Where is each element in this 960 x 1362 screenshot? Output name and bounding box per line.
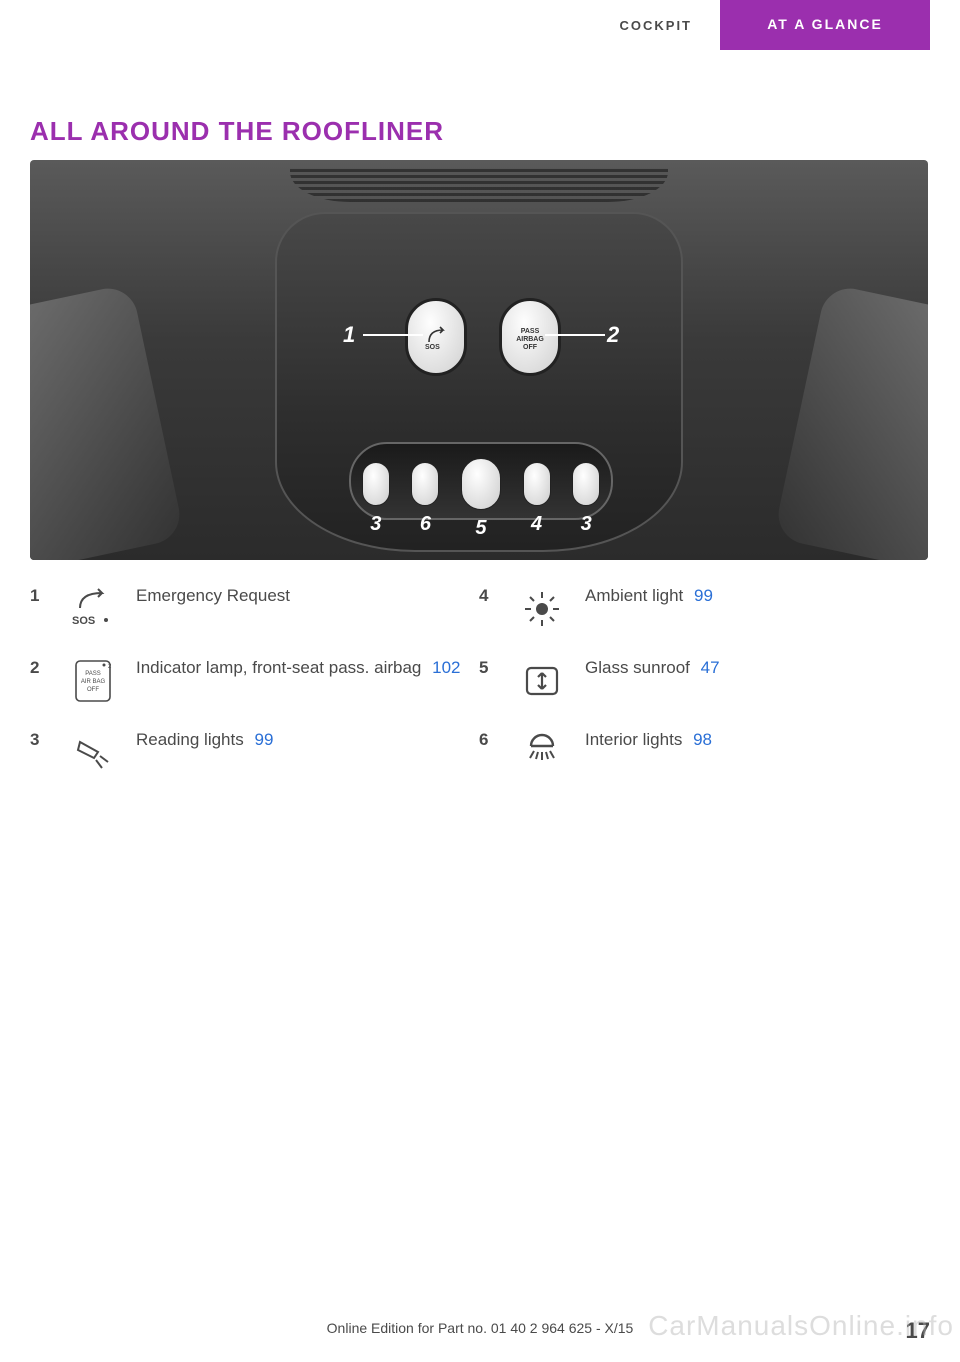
legend-number: 1 (30, 582, 62, 606)
legend-left-column: 1 SOS Emergency Request 2 (30, 574, 479, 790)
legend-number: 4 (479, 582, 511, 606)
ambient-light-icon (511, 582, 573, 636)
sos-button-icon: SOS (405, 298, 467, 376)
toggle-switch-row: 3 6 5 4 3 (349, 442, 613, 520)
legend-item-4: 4 (479, 574, 928, 646)
svg-text:SOS: SOS (72, 615, 95, 627)
breadcrumb-cockpit: COCKPIT (620, 0, 721, 50)
sun-visor-left (30, 283, 185, 560)
legend-label: Ambient light 99 (585, 582, 713, 608)
legend-text-span: Reading lights (136, 730, 244, 749)
page-reference-link[interactable]: 47 (701, 658, 720, 677)
interior-light-icon (511, 726, 573, 780)
legend-label: Reading lights 99 (136, 726, 273, 752)
page-reference-link[interactable]: 99 (254, 730, 273, 749)
svg-text:2: 2 (108, 664, 112, 670)
reading-light-icon (62, 726, 124, 780)
section-tab-at-a-glance: AT A GLANCE (720, 0, 930, 50)
watermark-text: CarManualsOnline.info (648, 1310, 954, 1342)
sos-icon: SOS (62, 582, 124, 636)
callout-number-3a: 3 (370, 513, 381, 536)
airbag-off-icon: PASS AIR BAG OFF 2 (62, 654, 124, 708)
svg-text:OFF: OFF (87, 687, 99, 693)
svg-text:PASS: PASS (85, 671, 101, 677)
toggle-switch (572, 462, 600, 506)
legend-label: Interior lights 98 (585, 726, 712, 752)
callout-number-6: 6 (420, 513, 431, 536)
callout-number-1: 1 (343, 322, 355, 348)
legend-label: Glass sunroof 47 (585, 654, 720, 680)
page-title: ALL AROUND THE ROOFLINER (30, 116, 444, 147)
roofliner-figure: SOS PASS AIRBAG OFF 1 2 3 6 5 4 3 (30, 160, 928, 560)
legend-grid: 1 SOS Emergency Request 2 (30, 574, 928, 790)
legend-text-span: Interior lights (585, 730, 682, 749)
pass-airbag-off-icon: PASS AIRBAG OFF (499, 298, 561, 376)
legend-text-span: Ambient light (585, 586, 683, 605)
page-header: COCKPIT AT A GLANCE (620, 0, 931, 50)
toggle-switch (523, 462, 551, 506)
legend-item-2: 2 PASS AIR BAG OFF 2 Indicator lamp, fro… (30, 646, 479, 718)
legend-number: 6 (479, 726, 511, 750)
legend-item-3: 3 Reading lights 99 (30, 718, 479, 790)
page-reference-link[interactable]: 102 (432, 658, 460, 677)
page-reference-link[interactable]: 99 (694, 586, 713, 605)
toggle-switch (411, 462, 439, 506)
sun-visor-right (773, 283, 928, 560)
legend-item-1: 1 SOS Emergency Request (30, 574, 479, 646)
legend-item-5: 5 Glass sunroof 47 (479, 646, 928, 718)
page-reference-link[interactable]: 98 (693, 730, 712, 749)
toggle-switch (362, 462, 390, 506)
legend-number: 2 (30, 654, 62, 678)
callout-line-1 (363, 334, 423, 336)
svg-text:AIR BAG: AIR BAG (81, 679, 106, 685)
legend-text-span: Glass sunroof (585, 658, 690, 677)
legend-label: Emergency Request (136, 582, 290, 608)
callout-number-5: 5 (475, 517, 486, 540)
legend-number: 3 (30, 726, 62, 750)
legend-number: 5 (479, 654, 511, 678)
callout-number-2: 2 (607, 322, 619, 348)
legend-item-6: 6 Interior lig (479, 718, 928, 790)
legend-right-column: 4 (479, 574, 928, 790)
legend-text-span: Emergency Request (136, 586, 290, 605)
legend-label: Indicator lamp, front-seat pass. airbag … (136, 654, 460, 680)
overhead-console: SOS PASS AIRBAG OFF 1 2 3 6 5 4 3 (275, 212, 683, 552)
toggle-switch-center (461, 458, 501, 510)
callout-number-4: 4 (531, 513, 542, 536)
sunroof-icon (511, 654, 573, 708)
legend-text-span: Indicator lamp, front-seat pass. airbag (136, 658, 421, 677)
callout-line-2 (545, 334, 605, 336)
callout-number-3b: 3 (581, 513, 592, 536)
svg-text:SOS: SOS (425, 344, 440, 351)
